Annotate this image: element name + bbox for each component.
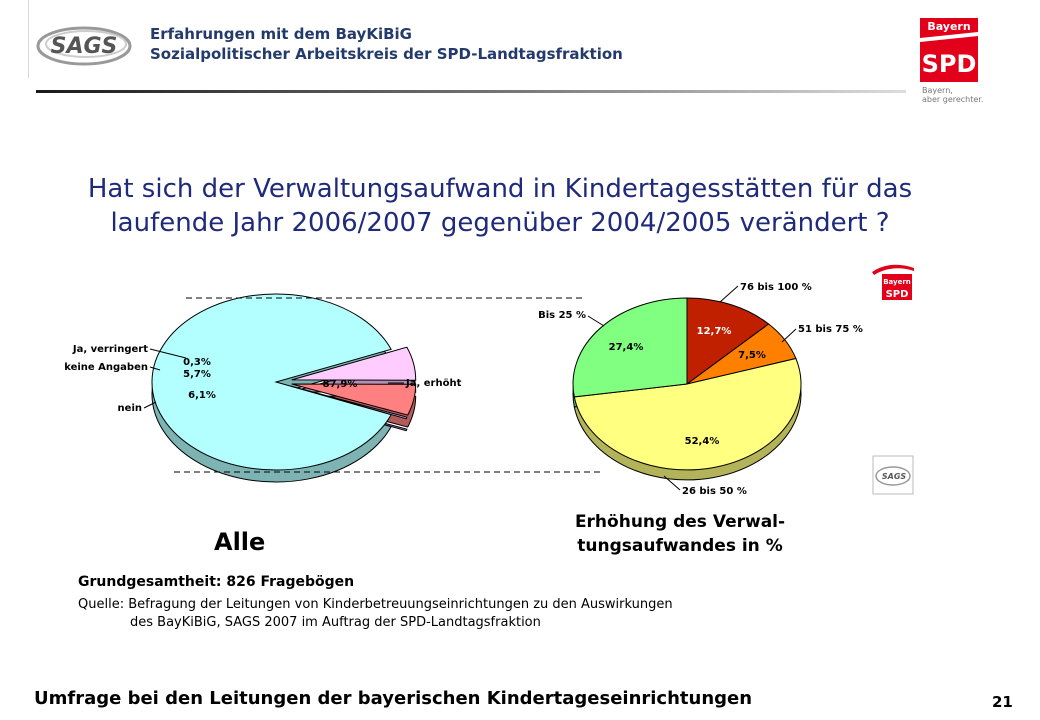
chart1-leader-3 — [143, 401, 157, 409]
spd-logo-tagline2: aber gerechter. — [922, 95, 983, 104]
chart1-category-label-0: Ja, erhöht — [405, 378, 462, 389]
side-sags-text: SAGS — [882, 472, 907, 481]
header-divider — [28, 0, 29, 78]
chart1-category-label-2: keine Angaben — [64, 362, 148, 373]
chart2-slice-3 — [572, 297, 688, 398]
side-sags-frame — [872, 455, 914, 495]
source-line2: des BayKiBiG, SAGS 2007 im Auftrag der S… — [130, 615, 541, 630]
base-label: Grundgesamtheit: 826 Fragebögen — [78, 574, 355, 590]
chart2-leader-2 — [663, 475, 681, 491]
side-spd-swoosh — [872, 264, 914, 275]
side-spd-main: SPD — [886, 289, 909, 300]
chart2-value-label-3: 27,4% — [609, 342, 644, 353]
chart1-value-label-0: 87,9% — [323, 379, 358, 390]
chart2-value-label-0: 12,7% — [697, 326, 732, 337]
spd-logo: Bayern SPD Bayern, aber gerechter. — [920, 18, 983, 104]
header-title-line1: Erfahrungen mit dem BayKiBiG — [150, 25, 412, 43]
spd-logo-main: SPD — [922, 50, 977, 78]
spd-logo-top: Bayern — [927, 20, 970, 33]
chart2-leader-3 — [587, 315, 605, 327]
chart1-category-label-3: nein — [118, 403, 142, 414]
side-spd-box — [882, 274, 912, 300]
spd-logo-tagline1: Bayern, — [922, 86, 953, 95]
spd-logo-stripe — [920, 32, 978, 42]
side-sags-swoosh — [875, 466, 911, 486]
chart1-value-label-3: 6,1% — [188, 390, 216, 401]
header-rule — [36, 90, 906, 93]
spd-logo-box — [920, 18, 978, 82]
sags-logo-text: SAGS — [51, 34, 118, 59]
chart2-category-label-2: 26 bis 50 % — [682, 486, 747, 497]
sags-logo-swoosh — [36, 26, 132, 66]
header-title-line2: Sozialpolitischer Arbeitskreis der SPD-L… — [150, 45, 623, 63]
chart2-value-label-2: 52,4% — [685, 436, 720, 447]
page-number: 21 — [992, 693, 1013, 711]
chart2-category-label-3: Bis 25 % — [538, 310, 586, 321]
chart-question: Hat sich der Verwaltungsaufwand in Kinde… — [60, 172, 940, 240]
chart2-leader-0 — [719, 285, 739, 303]
chart1-value-label-2: 5,7% — [183, 369, 211, 380]
chart1-slice-2 — [291, 383, 417, 416]
sags-logo-swoosh-inner — [45, 30, 127, 58]
chart1-title: Alle — [214, 528, 266, 556]
chart2-title: Erhöhung des Verwal- tungsaufwandes in % — [560, 510, 800, 558]
side-spd-top: Bayern — [883, 278, 911, 286]
chart2-leader-1 — [781, 328, 797, 343]
question-line1: Hat sich der Verwaltungsaufwand in Kinde… — [87, 174, 913, 204]
chart1-category-label-1: Ja, verringert — [72, 344, 148, 355]
chart1-value-label-1: 0,3% — [183, 357, 211, 368]
chart1-slice-0 — [151, 293, 392, 471]
chart2-title-line1: Erhöhung des Verwal- — [574, 512, 786, 532]
chart2-title-line2: tungsaufwandes in % — [577, 536, 783, 556]
chart1-leader-1 — [149, 348, 187, 359]
side-sags-logo: SAGS — [872, 455, 914, 495]
side-spd-logo: Bayern SPD — [872, 264, 914, 300]
source-line1: Quelle: Befragung der Leitungen von Kind… — [78, 597, 673, 612]
question-line2: laufende Jahr 2006/2007 gegenüber 2004/2… — [110, 208, 890, 238]
chart1-slice-1 — [290, 385, 408, 420]
chart2-category-label-1: 51 bis 75 % — [798, 324, 863, 335]
pie-charts: 87,9% 6,1% 5,7%0,3% Ja, erhöht Ja, verringer… — [64, 282, 863, 497]
chart2-slice-2 — [573, 357, 802, 471]
sags-logo: SAGS — [36, 26, 132, 66]
footer-text: Umfrage bei den Leitungen der bayerische… — [34, 688, 753, 709]
chart1-slice-3 — [291, 346, 417, 381]
chart2-slice-0 — [686, 297, 770, 385]
chart2-category-label-0: 76 bis 100 % — [740, 282, 812, 293]
chart2-value-label-1: 7,5% — [738, 350, 766, 361]
header-title: Erfahrungen mit dem BayKiBiG Sozialpolit… — [150, 24, 623, 64]
chart1-leader-2 — [149, 366, 161, 371]
